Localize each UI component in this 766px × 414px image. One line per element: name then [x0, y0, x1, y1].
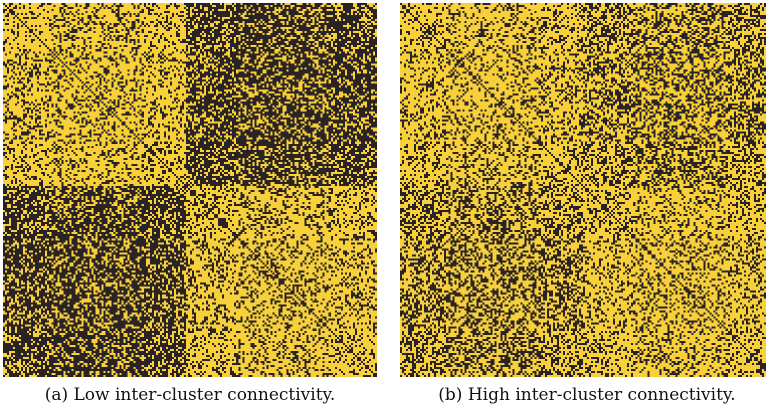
caption-b: (b) High inter-cluster connectivity. [438, 385, 736, 405]
adjacency-matrix-canvas-b [400, 3, 766, 377]
adjacency-matrix-low-connectivity [3, 3, 377, 377]
adjacency-matrix-canvas-a [3, 3, 377, 377]
caption-a: (a) Low inter-cluster connectivity. [44, 385, 336, 405]
adjacency-matrix-high-connectivity [400, 3, 766, 377]
